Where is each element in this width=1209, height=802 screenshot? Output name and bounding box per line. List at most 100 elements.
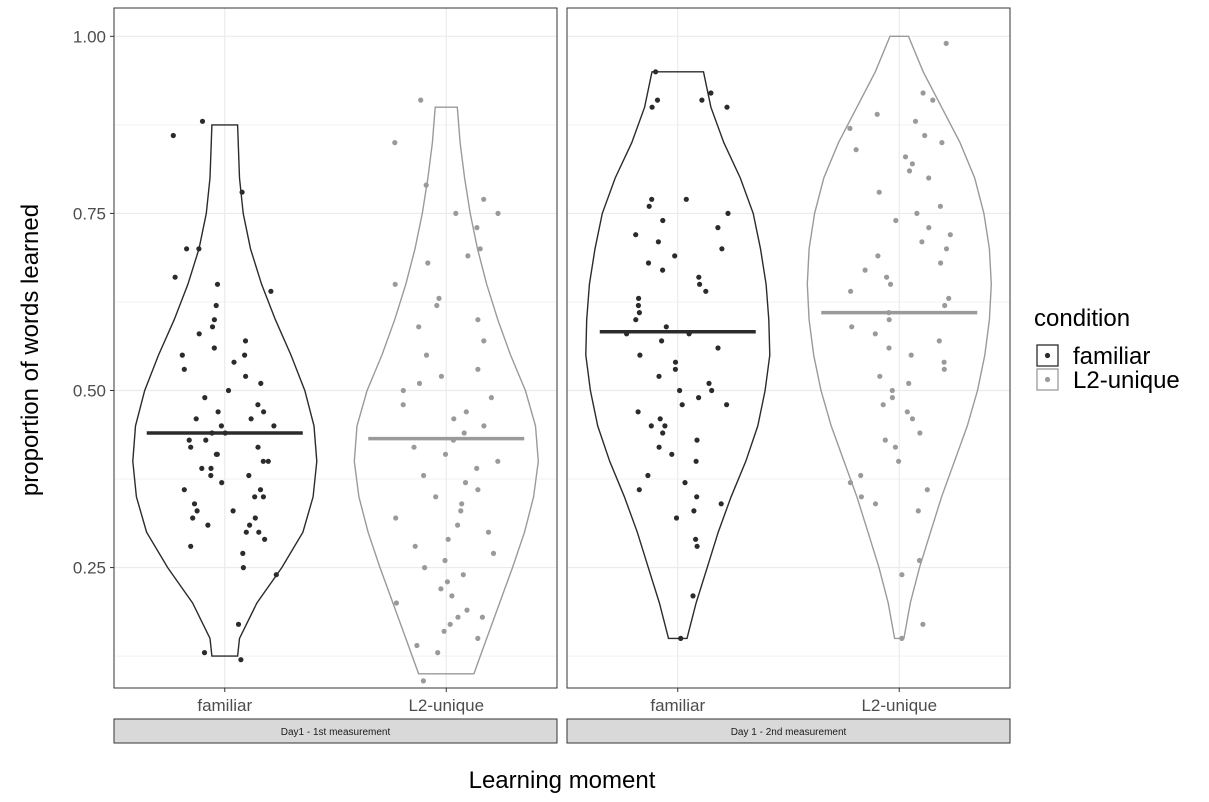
data-point [392, 140, 398, 146]
data-point [912, 118, 919, 124]
data-point [672, 366, 679, 372]
data-point [474, 225, 480, 231]
data-point [495, 210, 501, 216]
data-point [203, 437, 209, 443]
data-point [461, 430, 467, 436]
data-point [441, 628, 447, 634]
data-point [677, 387, 683, 394]
data-point [412, 543, 418, 549]
data-point [260, 458, 266, 464]
data-point [941, 359, 947, 365]
data-point [170, 132, 176, 139]
data-point [936, 338, 942, 344]
data-point [926, 225, 932, 231]
data-point [196, 246, 202, 252]
violin-group-L2-unique [806, 35, 993, 642]
x-tick-label: L2-unique [861, 696, 937, 715]
data-point [708, 90, 714, 96]
legend-key-point [1044, 352, 1051, 359]
data-point [636, 487, 642, 493]
legend-title: condition [1034, 305, 1130, 332]
data-point [725, 210, 731, 216]
legend-entry-familiar: familiar [1036, 343, 1150, 370]
data-point [699, 97, 705, 103]
data-point [475, 366, 481, 372]
data-point [257, 487, 264, 493]
x-tick-label: L2-unique [408, 696, 484, 715]
data-point [420, 678, 426, 684]
data-point [876, 189, 882, 195]
data-point [669, 451, 675, 457]
data-point [462, 480, 469, 486]
data-point [271, 423, 277, 429]
data-point [847, 125, 853, 131]
data-point [908, 352, 914, 358]
data-point [943, 246, 950, 252]
data-point [660, 217, 666, 224]
data-point [849, 324, 855, 330]
data-point [188, 543, 194, 549]
data-point [930, 97, 936, 103]
data-point [184, 246, 190, 252]
data-point [636, 295, 642, 301]
data-point [458, 508, 464, 514]
data-point [436, 295, 442, 301]
data-point [179, 352, 185, 358]
data-point [208, 472, 214, 479]
data-point [172, 274, 178, 280]
panel-background [114, 8, 557, 688]
data-point [662, 423, 668, 429]
data-point [246, 472, 252, 479]
panel-1: familiar L2-unique Day1 - 1st measurement [113, 7, 558, 744]
data-point [262, 536, 268, 542]
data-point [416, 324, 422, 330]
violin-group-L2-unique [353, 97, 540, 684]
data-point [421, 472, 427, 479]
data-point [655, 239, 662, 245]
data-point [693, 536, 699, 542]
data-point [893, 217, 899, 224]
data-point [899, 572, 905, 578]
facet-strip [113, 718, 558, 744]
data-point [444, 579, 450, 585]
data-point [261, 409, 267, 415]
data-point [273, 572, 279, 578]
data-point [240, 550, 246, 557]
data-point [673, 515, 680, 521]
data-point [475, 487, 481, 493]
violin-outline [806, 35, 993, 640]
data-point [886, 345, 892, 351]
y-axis: 0.25 0.50 0.75 1.00 [73, 27, 114, 578]
data-point [920, 90, 926, 96]
panel-border [113, 7, 558, 689]
data-point [201, 650, 208, 656]
data-point [858, 494, 865, 500]
data-point [225, 387, 232, 394]
data-point [909, 161, 916, 167]
data-point [231, 359, 237, 365]
data-point [474, 465, 480, 471]
data-point [265, 458, 271, 464]
data-point [703, 288, 709, 294]
data-point [242, 338, 249, 344]
data-point [657, 416, 663, 422]
data-point [400, 402, 406, 408]
data-point [914, 210, 920, 216]
data-point [230, 508, 236, 514]
y-tick-label: 0.75 [73, 204, 106, 223]
data-point [247, 522, 253, 528]
data-point [248, 416, 254, 422]
data-point [906, 380, 912, 386]
data-point [181, 366, 187, 372]
data-point [939, 140, 945, 146]
data-point [199, 465, 205, 471]
data-point [193, 416, 199, 422]
panel-background [567, 8, 1010, 688]
data-point [947, 232, 953, 238]
data-point [218, 423, 224, 429]
data-point [191, 501, 198, 507]
data-point [672, 253, 678, 259]
data-point [181, 487, 187, 493]
data-point [239, 189, 245, 195]
